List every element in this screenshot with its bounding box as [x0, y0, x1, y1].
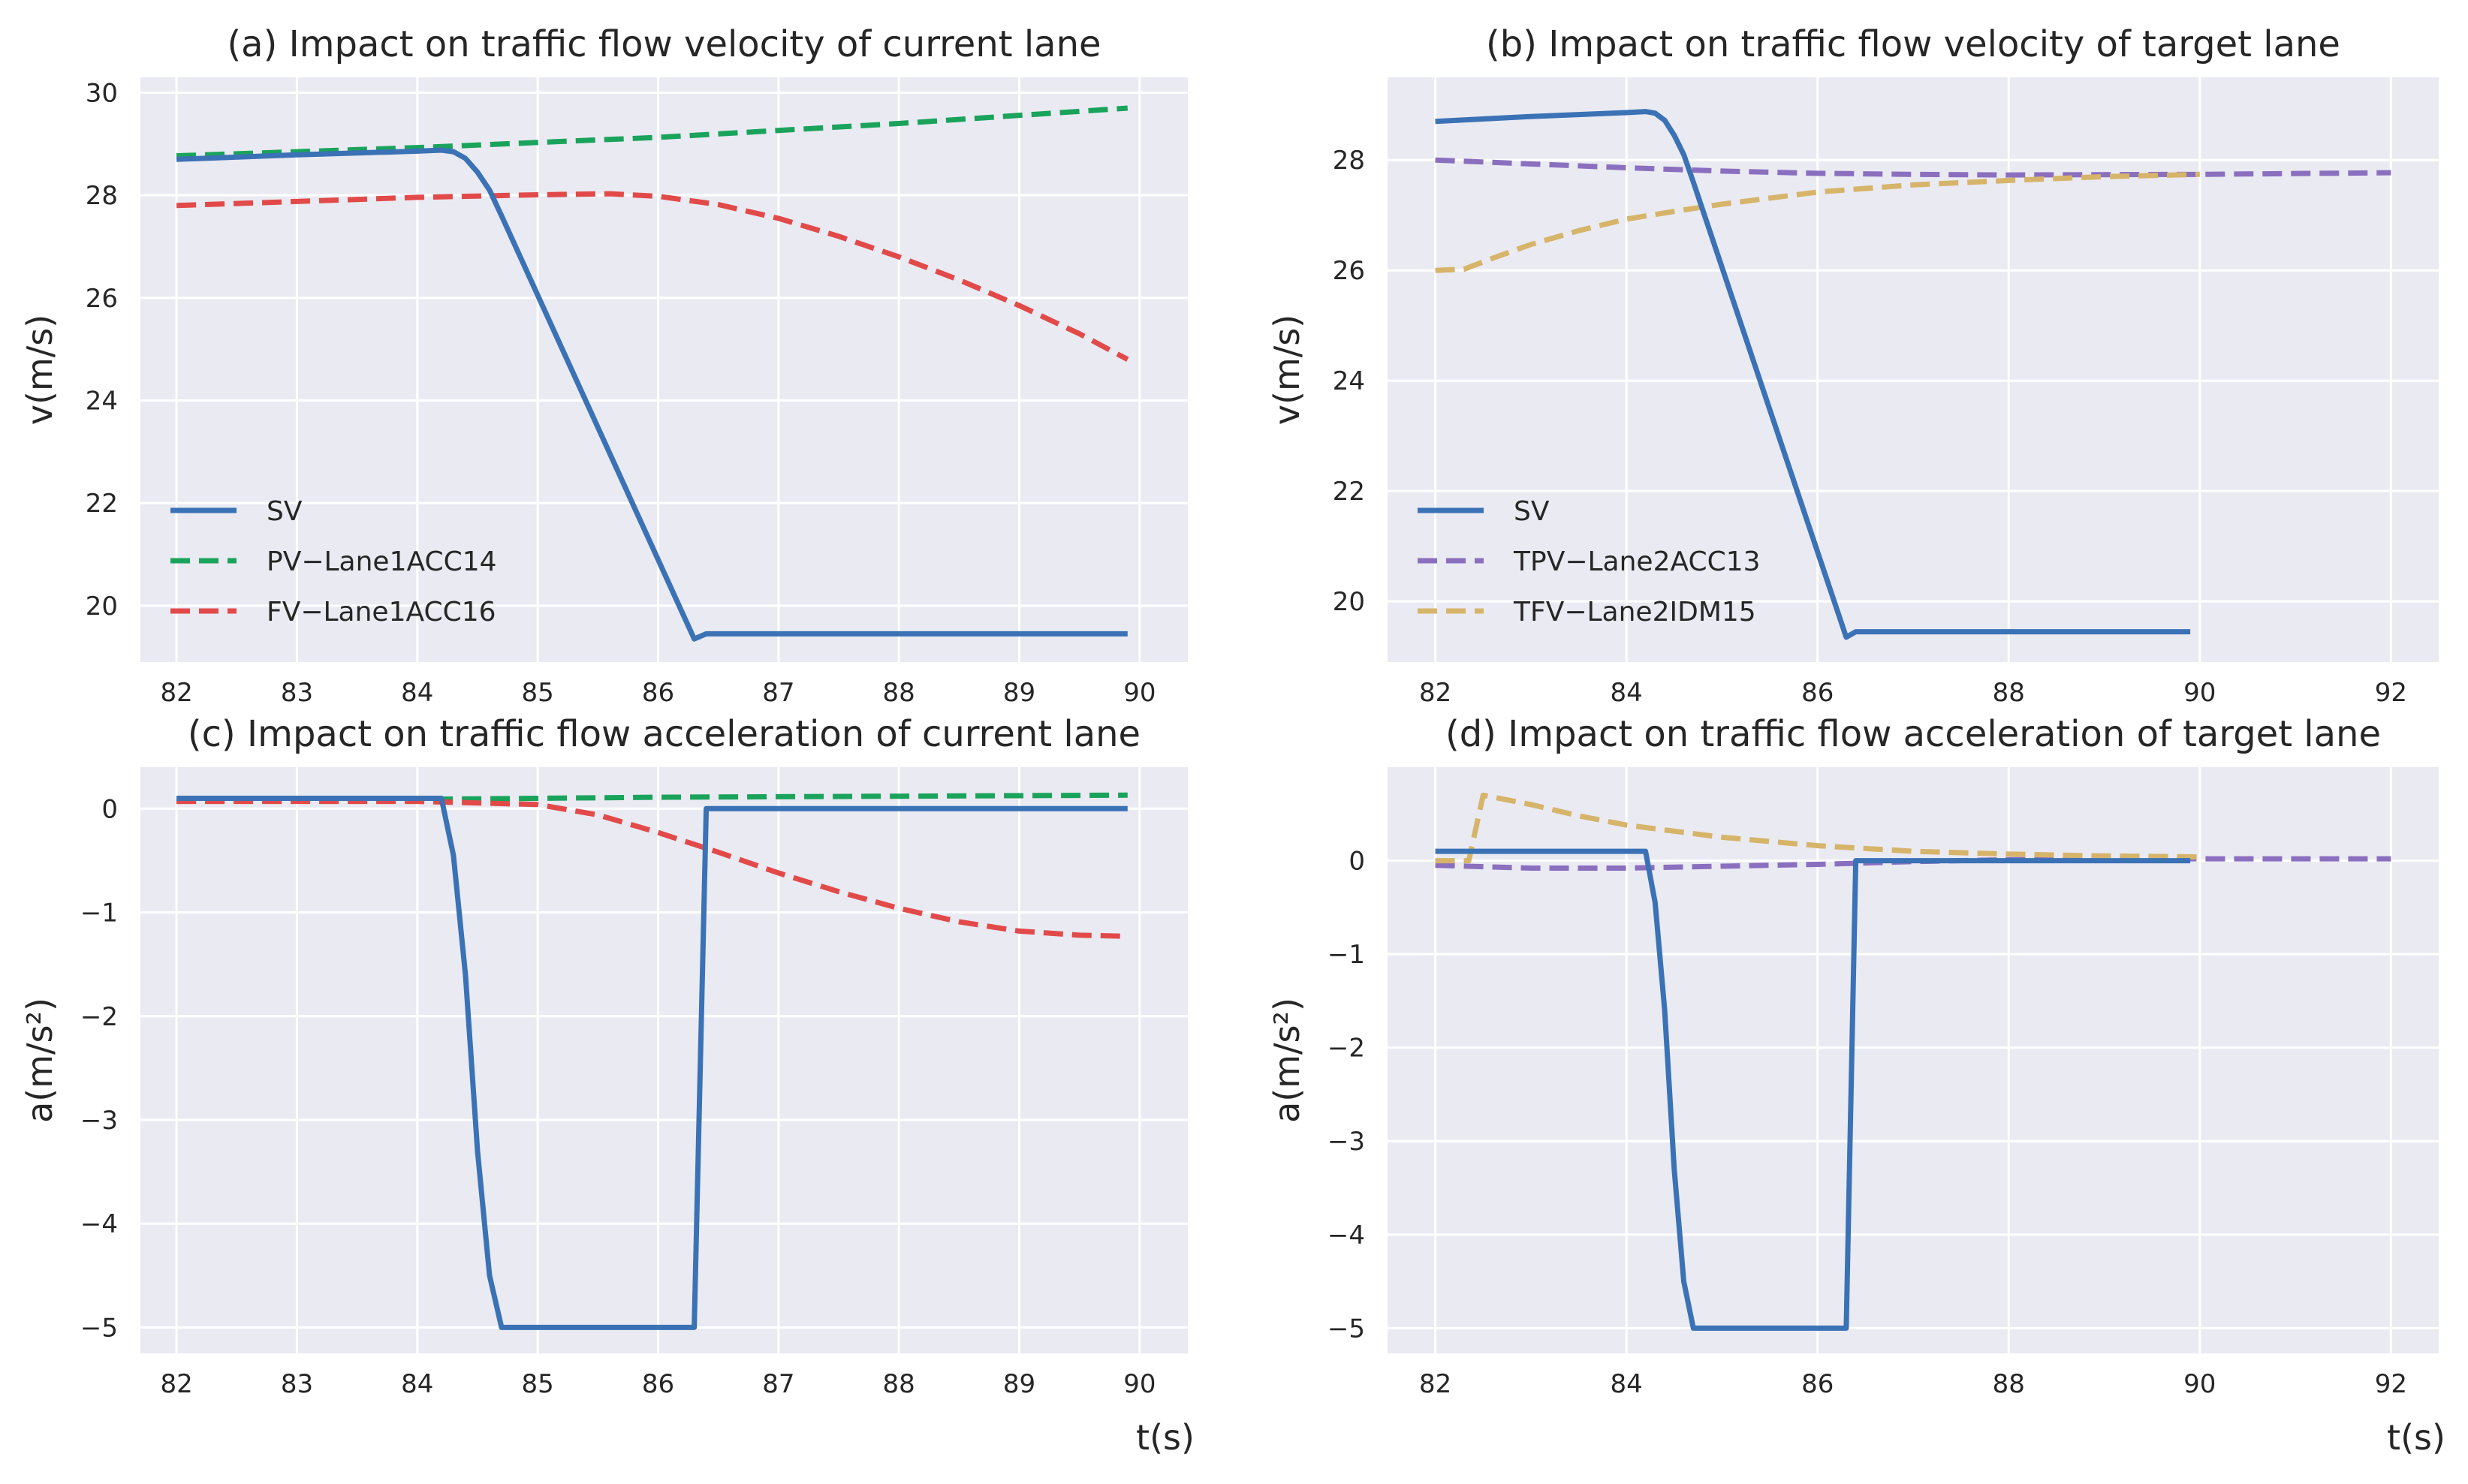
- x-tick-label: 90: [1123, 1369, 1156, 1399]
- x-tick-label: 86: [1801, 678, 1834, 708]
- x-axis-label-c: t(s): [1136, 1417, 1195, 1458]
- x-tick-label: 89: [1003, 678, 1035, 708]
- legend-b: SV TPV−Lane2ACC13 TFV−Lane2IDM15: [1418, 496, 1761, 628]
- y-tick-label: 24: [1333, 366, 1365, 396]
- legend-a: SV PV−Lane1ACC14 FV−Lane1ACC16: [170, 496, 497, 628]
- series-line-tpv-lane2acc13: [1435, 157, 2391, 178]
- x-tick-label: 86: [1801, 1369, 1834, 1399]
- x-tick-label: 88: [883, 678, 915, 708]
- series-group: [176, 105, 1129, 642]
- chart-title-c: (c) Impact on traffic flow acceleration …: [188, 713, 1141, 755]
- series-group: [1435, 109, 2391, 640]
- x-tick-label: 84: [1611, 1369, 1643, 1399]
- x-tick-label: 84: [1611, 678, 1643, 708]
- x-tick-label: 85: [522, 1369, 554, 1399]
- x-tick-label: 89: [1003, 1369, 1035, 1399]
- x-tick-label: 92: [2375, 1369, 2407, 1399]
- x-axis-label-d: t(s): [2387, 1417, 2445, 1458]
- y-tick-label: 26: [1333, 256, 1365, 286]
- chart-title-b: (b) Impact on traffic flow velocity of t…: [1486, 23, 2340, 65]
- y-tick-label: −2: [1327, 1034, 1365, 1064]
- y-axis-label-a: v(m/s): [20, 315, 60, 425]
- y-axis-label-d: a(m/s²): [1267, 998, 1307, 1123]
- plot-area-d: [1388, 767, 2439, 1353]
- series-line-tfv-lane2idm15: [1435, 171, 2200, 273]
- y-tick-label: 26: [86, 284, 118, 314]
- y-tick-label: −5: [1327, 1314, 1365, 1344]
- x-tick-label: 87: [762, 1369, 794, 1399]
- y-tick-label: 22: [1333, 477, 1365, 507]
- y-tick-label: 20: [1333, 587, 1365, 617]
- series-line-sv: [1435, 109, 2191, 640]
- y-axis-label-b: v(m/s): [1267, 315, 1307, 425]
- y-tick-label: 28: [1333, 146, 1365, 176]
- chart-c: 82 83 84 85 86 87 88 89 90 0 −1 −2 −3 −4 −5 (c) Impact …: [20, 713, 1195, 1458]
- chart-a: 82 83 84 85 86 87 88 89 90 20 22 24 26 28 30 (a) Impact…: [20, 23, 1188, 708]
- y-tick-label: −3: [1327, 1127, 1365, 1157]
- chart-b: 82 84 86 88 90 92 20 22 24 26 28 (b) Impact on traf…: [1267, 23, 2439, 708]
- legend-label: SV: [267, 496, 303, 527]
- series-line-sv: [176, 796, 1128, 1330]
- x-tick-label: 82: [160, 678, 192, 708]
- x-tick-label: 82: [160, 1369, 192, 1399]
- series-group: [1435, 792, 2391, 1331]
- y-tick-label: 28: [86, 181, 118, 211]
- x-tick-label: 83: [281, 1369, 313, 1399]
- x-tick-label: 82: [1419, 1369, 1451, 1399]
- plot-area-c: [140, 767, 1188, 1353]
- y-tick-label: −4: [80, 1209, 118, 1239]
- y-tick-label: 24: [86, 387, 118, 417]
- y-axis-label-c: a(m/s²): [20, 998, 60, 1123]
- x-tick-label: 88: [883, 1369, 915, 1399]
- y-tick-label: −3: [80, 1106, 118, 1136]
- plot-area-a: [140, 77, 1188, 662]
- x-tick-label: 86: [642, 1369, 674, 1399]
- x-tick-label: 84: [401, 678, 433, 708]
- y-tick-label: 30: [86, 79, 118, 109]
- x-tick-label: 85: [522, 678, 554, 708]
- x-tick-label: 84: [401, 1369, 433, 1399]
- legend-label: PV−Lane1ACC14: [267, 546, 497, 577]
- y-tick-label: 0: [101, 794, 118, 824]
- x-tick-label: 90: [1123, 678, 1156, 708]
- x-tick-label: 90: [2183, 678, 2216, 708]
- x-tick-label: 86: [642, 678, 674, 708]
- chart-title-a: (a) Impact on traffic flow velocity of c…: [227, 23, 1101, 65]
- x-tick-label: 88: [1993, 678, 2025, 708]
- y-tick-label: 20: [86, 591, 118, 622]
- series-line-tfv-lane2idm15: [1435, 792, 2200, 864]
- x-tick-label: 82: [1419, 678, 1451, 708]
- legend-label: FV−Lane1ACC16: [267, 597, 496, 628]
- chart-d: 82 84 86 88 90 92 0 −1 −2 −3 −4 −5 (d) Impact on tra…: [1267, 713, 2445, 1458]
- series-line-fv-lane1acc16: [176, 799, 1128, 939]
- series-line-sv: [176, 147, 1128, 642]
- series-line-pv-lane1acc14: [176, 105, 1129, 159]
- x-tick-label: 83: [281, 678, 313, 708]
- y-tick-label: 0: [1349, 847, 1365, 877]
- legend-label: SV: [1514, 496, 1550, 527]
- y-tick-label: −5: [80, 1313, 118, 1343]
- x-tick-label: 92: [2375, 678, 2407, 708]
- chart-title-d: (d) Impact on traffic flow acceleration …: [1445, 713, 2381, 755]
- x-tick-label: 88: [1993, 1369, 2025, 1399]
- series-line-sv: [1435, 848, 2191, 1331]
- y-tick-label: −4: [1327, 1221, 1365, 1251]
- y-tick-label: −2: [80, 1002, 118, 1032]
- series-line-fv-lane1acc16: [176, 191, 1129, 362]
- legend-label: TPV−Lane2ACC13: [1513, 546, 1761, 577]
- x-tick-label: 87: [762, 678, 794, 708]
- legend-label: TFV−Lane2IDM15: [1513, 597, 1756, 628]
- y-tick-label: −1: [1327, 940, 1365, 970]
- x-tick-label: 90: [2183, 1369, 2216, 1399]
- series-group: [176, 792, 1128, 1330]
- y-tick-label: −1: [80, 899, 118, 929]
- y-tick-label: 22: [86, 489, 118, 519]
